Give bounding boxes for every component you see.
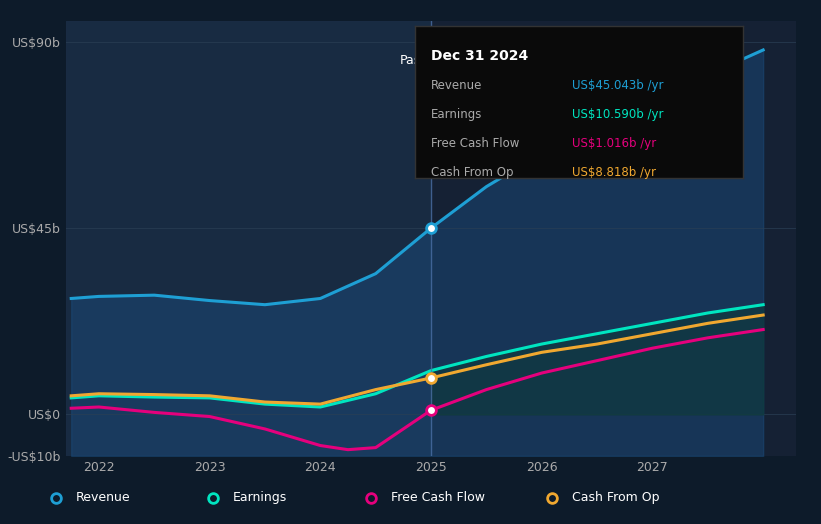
Text: US$8.818b /yr: US$8.818b /yr bbox=[572, 166, 656, 179]
Bar bbox=[431, 21, 796, 456]
Text: Cash From Op: Cash From Op bbox=[572, 492, 659, 504]
Text: Revenue: Revenue bbox=[431, 80, 483, 92]
Text: Free Cash Flow: Free Cash Flow bbox=[391, 492, 484, 504]
Text: Cash From Op: Cash From Op bbox=[431, 166, 513, 179]
Text: US$45.043b /yr: US$45.043b /yr bbox=[572, 80, 663, 92]
Text: Earnings: Earnings bbox=[431, 108, 483, 121]
Text: US$1.016b /yr: US$1.016b /yr bbox=[572, 137, 657, 150]
Text: Past: Past bbox=[399, 54, 425, 67]
Text: Earnings: Earnings bbox=[233, 492, 287, 504]
Text: Free Cash Flow: Free Cash Flow bbox=[431, 137, 520, 150]
Text: US$10.590b /yr: US$10.590b /yr bbox=[572, 108, 663, 121]
Text: Analysts Forecasts: Analysts Forecasts bbox=[437, 54, 553, 67]
Text: Revenue: Revenue bbox=[76, 492, 131, 504]
Text: Dec 31 2024: Dec 31 2024 bbox=[431, 49, 528, 63]
Bar bbox=[66, 21, 431, 456]
